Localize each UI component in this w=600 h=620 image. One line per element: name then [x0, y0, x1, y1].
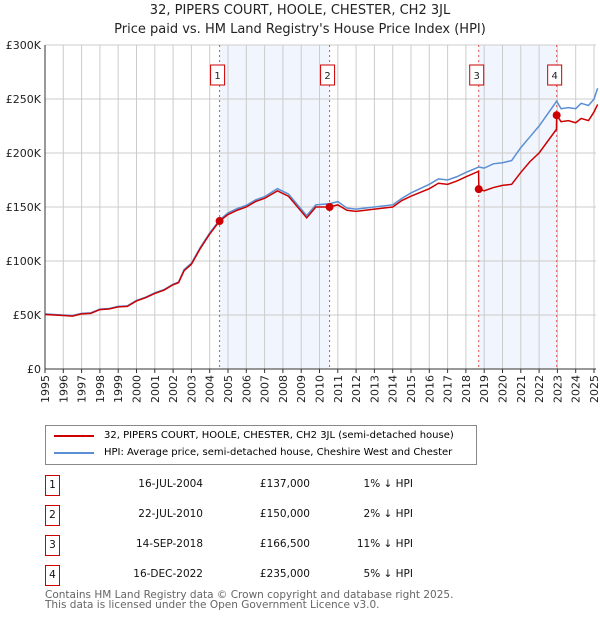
x-tick-label: 1996: [57, 375, 70, 403]
sale-label: 4: [551, 71, 557, 82]
sale-date: 22-JUL-2010: [138, 508, 203, 520]
legend-swatch-property: [54, 434, 94, 437]
y-tick-label: £200K: [6, 147, 42, 160]
sale-label-box: [210, 64, 226, 86]
chart-title: 32, PIPERS COURT, HOOLE, CHESTER, CH2 3J…: [149, 3, 451, 18]
legend: 32, PIPERS COURT, HOOLE, CHESTER, CH2 3J…: [45, 425, 477, 465]
x-tick-label: 2024: [570, 375, 583, 403]
x-tick-label: 2012: [350, 375, 363, 403]
sale-marker-label: 4: [45, 565, 60, 586]
x-tick-label: 1995: [39, 375, 52, 403]
x-tick-label: 2001: [149, 375, 162, 403]
sale-label-box: [469, 64, 485, 86]
footer-copyright: Contains HM Land Registry data © Crown c…: [45, 589, 454, 601]
sale-price: £150,000: [259, 508, 310, 520]
legend-swatch-hpi: [54, 451, 94, 454]
x-tick-label: 2022: [533, 375, 546, 403]
sale-point: [215, 217, 224, 226]
sale-label-box: [547, 64, 563, 86]
sale-point: [325, 203, 334, 211]
legend-label-property: 32, PIPERS COURT, HOOLE, CHESTER, CH2 3J…: [104, 430, 454, 441]
x-tick-label: 1999: [112, 375, 125, 403]
x-tick-label: 2010: [314, 375, 327, 403]
x-tick-label: 2020: [497, 375, 510, 403]
sale-hpi-diff: 5% ↓ HPI: [363, 568, 413, 580]
legend-label-hpi: HPI: Average price, semi-detached house,…: [104, 447, 453, 458]
x-tick-label: 2017: [442, 375, 455, 403]
y-tick-label: £250K: [6, 93, 42, 106]
x-tick-label: 2002: [167, 375, 180, 403]
y-tick-label: £150K: [6, 201, 42, 214]
y-tick-label: £300K: [6, 39, 42, 52]
x-tick-label: 1997: [76, 375, 89, 403]
x-tick-label: 2018: [460, 375, 473, 403]
y-tick-label: £100K: [6, 255, 42, 268]
y-tick-label: £50K: [13, 309, 42, 322]
chart-subtitle: Price paid vs. HM Land Registry's House …: [114, 22, 486, 37]
x-tick-label: 2007: [259, 375, 272, 403]
sale-marker-label: 2: [45, 505, 60, 526]
sale-price: £166,500: [259, 538, 310, 550]
sale-marker-label: 3: [45, 535, 60, 556]
sale-hpi-diff: 2% ↓ HPI: [363, 508, 413, 520]
x-tick-label: 2009: [295, 375, 308, 403]
x-tick-label: 1998: [94, 375, 107, 403]
sale-hpi-diff: 11% ↓ HPI: [356, 538, 413, 550]
footer: Contains HM Land Registry data © Crown c…: [45, 589, 454, 611]
x-tick-label: 2021: [515, 375, 528, 403]
x-tick-label: 2005: [222, 375, 235, 403]
x-tick-label: 2019: [478, 375, 491, 403]
x-tick-label: 2016: [423, 375, 436, 403]
x-tick-label: 2000: [131, 375, 144, 403]
x-tick-label: 2013: [368, 375, 381, 403]
sale-row: 4 16-DEC-2022 £235,000 5% ↓ HPI: [45, 565, 445, 586]
sale-date: 14-SEP-2018: [135, 538, 203, 550]
price-chart: 1995 1996 1997 1998 1999 2000 2001 2002 2003 2004…: [6, 39, 600, 403]
x-tick-label: 2006: [240, 375, 253, 403]
sale-label-box: [320, 64, 336, 86]
property-price-line: [44, 104, 599, 317]
sale-date: 16-DEC-2022: [133, 568, 203, 580]
x-tick-label: 2004: [204, 375, 217, 403]
x-tick-label: 2011: [332, 375, 345, 403]
x-tick-label: 2023: [551, 375, 564, 403]
sale-point: [474, 185, 483, 194]
sale-label: 2: [324, 71, 330, 82]
x-tick-label: 2015: [405, 375, 418, 403]
y-tick-label: £0: [27, 363, 41, 376]
sale-row: 1 16-JUL-2004 £137,000 1% ↓ HPI: [45, 475, 445, 496]
x-tick-label: 2008: [277, 375, 290, 403]
sale-label: 1: [214, 71, 220, 82]
sale-row: 3 14-SEP-2018 £166,500 11% ↓ HPI: [45, 535, 445, 556]
sale-row: 2 22-JUL-2010 £150,000 2% ↓ HPI: [45, 505, 445, 526]
sale-marker-label: 1: [45, 475, 60, 496]
sale-price: £137,000: [259, 478, 310, 490]
sale-point: [552, 111, 561, 120]
sale-hpi-diff: 1% ↓ HPI: [363, 478, 413, 490]
sale-date: 16-JUL-2004: [138, 478, 203, 490]
footer-licence: This data is licensed under the Open Gov…: [45, 599, 380, 611]
x-tick-label: 2014: [387, 375, 400, 403]
x-tick-label: 2003: [185, 375, 198, 403]
sale-label: 3: [474, 71, 480, 82]
sale-price: £235,000: [259, 568, 310, 580]
x-tick-label: 2025: [588, 375, 600, 403]
